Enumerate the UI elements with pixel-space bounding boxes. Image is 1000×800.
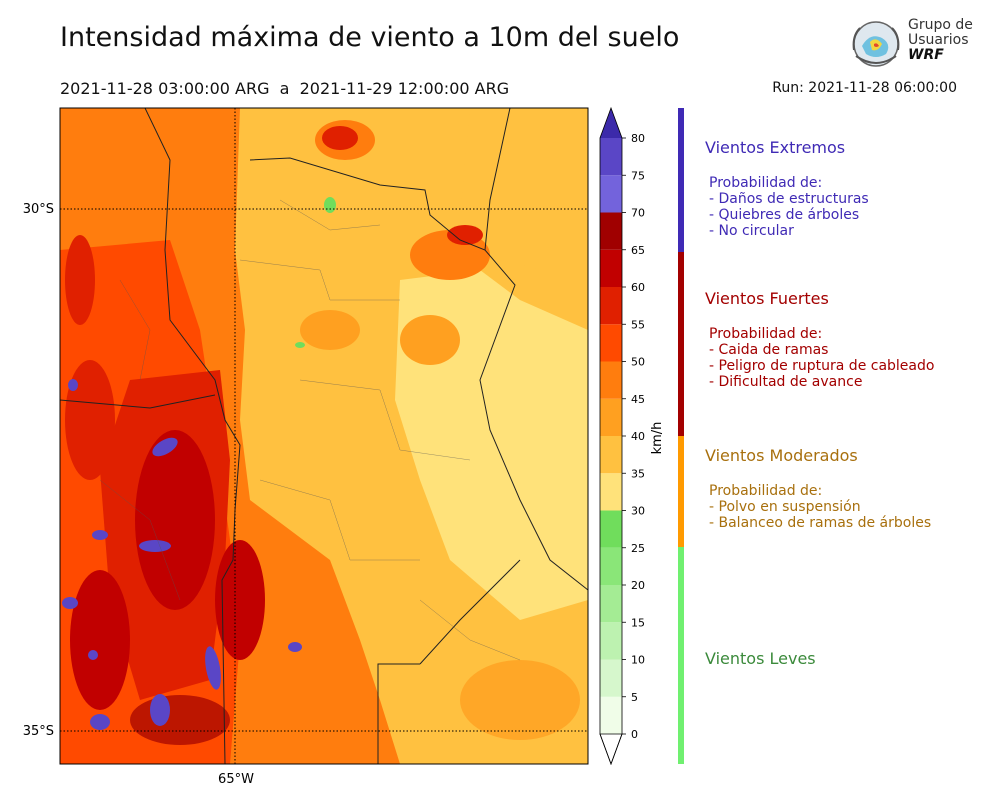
colorbar-segment [600, 436, 622, 474]
colorbar-tick-label: 45 [631, 393, 645, 406]
logo-line-2: Usuarios [908, 32, 969, 48]
category-item: - Caida de ramas [709, 342, 829, 358]
colorbar-tick-label: 5 [631, 691, 638, 704]
colorbar-tick-label: 65 [631, 244, 645, 257]
colorbar-segment [600, 212, 622, 250]
colorbar-tick-label: 80 [631, 132, 645, 145]
category-strong: Vientos Fuertes Probabilidad de: - Caida… [705, 289, 934, 390]
category-item: - Quiebres de árboles [709, 207, 860, 223]
colorbar-tick-label: 60 [631, 281, 645, 294]
colorbar-tick-label: 35 [631, 467, 645, 480]
colorbar-segment [600, 659, 622, 697]
category-moderate: Vientos Moderados Probabilidad de: - Pol… [705, 446, 931, 531]
category-light: Vientos Leves [705, 649, 816, 668]
colorbar-segment [600, 510, 622, 548]
category-item: - Balanceo de ramas de árboles [709, 515, 932, 531]
colorbar-tick-label: 55 [631, 318, 645, 331]
colorbar-segment [600, 473, 622, 511]
category-item: - Polvo en suspensión [709, 499, 861, 515]
category-extreme: Vientos Extremos Probabilidad de: - Daño… [705, 138, 869, 239]
globe-logo-icon [852, 21, 900, 67]
colorbar-extend-min [599, 733, 623, 766]
category-item: - Peligro de ruptura de cableado [709, 358, 935, 374]
extreme-wind-bar [678, 108, 684, 252]
category-item: - Daños de estructuras [709, 191, 869, 207]
moderate-wind-bar [678, 436, 684, 547]
colorbar-tick-label: 20 [631, 579, 645, 592]
lat-label-35s: 35°S [23, 724, 54, 739]
category-title: Vientos Moderados [705, 446, 858, 465]
colorbar-segment [600, 175, 622, 213]
category-item: - No circular [709, 223, 794, 239]
colorbar-tick-label: 40 [631, 430, 645, 443]
colorbar-segment [600, 249, 622, 287]
logo-line-1: Grupo de [908, 17, 973, 33]
category-prob-label: Probabilidad de: [709, 483, 823, 499]
colorbar-segment [600, 361, 622, 399]
colorbar-segment [600, 696, 622, 734]
colorbar-segment [600, 138, 622, 176]
wind-field [60, 108, 588, 764]
category-title: Vientos Extremos [705, 138, 846, 157]
category-title: Vientos Leves [705, 649, 816, 668]
colorbar-tick-label: 10 [631, 654, 645, 667]
colorbar-tick-label: 0 [631, 728, 638, 741]
colorbar-tick-label: 50 [631, 356, 645, 369]
colorbar-segment [600, 324, 622, 362]
colorbar-tick-label: 25 [631, 542, 645, 555]
colorbar-extend-max [600, 108, 622, 138]
category-prob-label: Probabilidad de: [709, 175, 823, 191]
colorbar-segment [600, 287, 622, 325]
category-title: Vientos Fuertes [705, 289, 829, 308]
colorbar-tick-label: 70 [631, 207, 645, 220]
colorbar-tick-label: 75 [631, 169, 645, 182]
wrf-logo: Grupo de Usuarios WRF [848, 16, 973, 74]
strong-wind-bar [678, 252, 684, 436]
category-prob-label: Probabilidad de: [709, 326, 823, 342]
category-item: - Dificultad de avance [709, 374, 863, 390]
chart-title: Intensidad máxima de viento a 10m del su… [60, 22, 680, 53]
logo-line-3: WRF [908, 47, 944, 63]
colorbar-segment [600, 398, 622, 436]
lat-label-30s: 30°S [23, 202, 54, 217]
light-wind-bar [678, 547, 684, 764]
colorbar-tick-label: 15 [631, 616, 645, 629]
run-timestamp: Run: 2021-11-28 06:00:00 [772, 80, 957, 96]
colorbar-segment [600, 622, 622, 660]
colorbar-unit-label: km/h [650, 422, 665, 455]
colorbar: 0 5 10 15 20 25 30 35 40 45 50 55 60 65 70 75 80 [599, 106, 645, 766]
forecast-period: 2021-11-28 03:00:00 ARG a 2021-11-29 12:… [60, 79, 510, 98]
colorbar-segment [600, 547, 622, 585]
colorbar-tick-label: 30 [631, 505, 645, 518]
colorbar-segment [600, 585, 622, 623]
lon-label-65w: 65°W [218, 772, 254, 787]
